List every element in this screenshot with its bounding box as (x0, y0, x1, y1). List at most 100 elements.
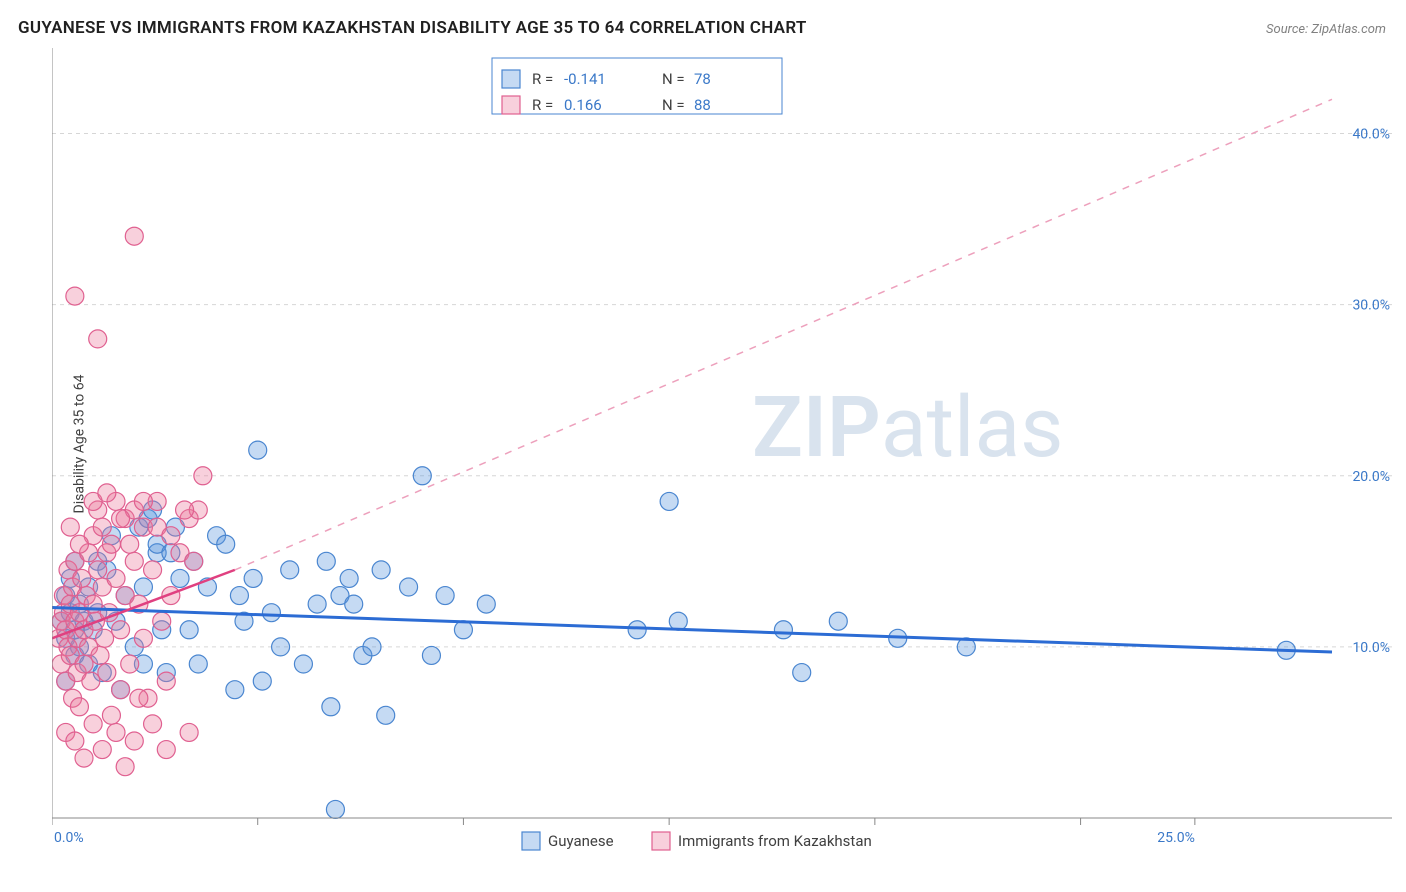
svg-text:N =: N = (662, 70, 685, 88)
data-point (628, 621, 646, 639)
data-point (249, 441, 267, 459)
svg-text:-0.141: -0.141 (564, 70, 606, 88)
data-point (413, 467, 431, 485)
data-point (436, 587, 454, 605)
data-point (272, 638, 290, 656)
data-point (372, 561, 390, 579)
data-point (112, 681, 130, 699)
data-point (669, 612, 687, 630)
data-point (116, 758, 134, 776)
data-point (102, 535, 120, 553)
data-point (189, 655, 207, 673)
data-point (66, 287, 84, 305)
data-point (112, 621, 130, 639)
data-point (70, 698, 88, 716)
data-point (73, 569, 91, 587)
data-point (157, 741, 175, 759)
data-point (281, 561, 299, 579)
data-point (93, 518, 111, 536)
data-point (130, 689, 148, 707)
data-point (89, 330, 107, 348)
data-point (134, 629, 152, 647)
data-point (91, 646, 109, 664)
svg-text:0.0%: 0.0% (54, 830, 84, 846)
legend-swatch (522, 832, 540, 850)
data-point (98, 664, 116, 682)
y-axis-label: Disability Age 35 to 64 (71, 375, 87, 514)
data-point (75, 655, 93, 673)
svg-text:20.0%: 20.0% (1352, 469, 1390, 485)
data-point (180, 621, 198, 639)
svg-text:0.166: 0.166 (564, 96, 602, 114)
legend-label: Guyanese (548, 832, 614, 850)
data-point (89, 561, 107, 579)
data-point (253, 672, 271, 690)
data-point (774, 621, 792, 639)
chart-title: GUYANESE VS IMMIGRANTS FROM KAZAKHSTAN D… (18, 18, 807, 38)
data-point (102, 706, 120, 724)
svg-text:R =: R = (532, 70, 553, 88)
data-point (317, 552, 335, 570)
data-point (322, 698, 340, 716)
data-point (226, 681, 244, 699)
legend-swatch (652, 832, 670, 850)
data-point (340, 569, 358, 587)
data-point (185, 552, 203, 570)
data-point (121, 535, 139, 553)
svg-text:78: 78 (694, 70, 711, 88)
chart-container: Disability Age 35 to 64 ZIPatlas 10.0%20… (52, 48, 1392, 840)
data-point (144, 561, 162, 579)
data-point (157, 672, 175, 690)
data-point (294, 655, 312, 673)
svg-text:25.0%: 25.0% (1157, 830, 1195, 846)
source-attribution: Source: ZipAtlas.com (1266, 22, 1386, 37)
data-point (61, 518, 79, 536)
data-point (75, 749, 93, 767)
svg-text:30.0%: 30.0% (1352, 298, 1390, 314)
data-point (377, 706, 395, 724)
data-point (144, 715, 162, 733)
data-point (82, 672, 100, 690)
svg-text:R =: R = (532, 96, 553, 114)
data-point (244, 569, 262, 587)
data-point (262, 604, 280, 622)
data-point (660, 492, 678, 510)
data-point (180, 723, 198, 741)
scatter-chart: 10.0% 20.0% 30.0% 40.0% 0.0% 25.0% R = -0.141 N… (52, 48, 1392, 870)
data-point (125, 227, 143, 245)
data-point (70, 535, 88, 553)
data-point (96, 629, 114, 647)
data-point (98, 484, 116, 502)
data-point (230, 587, 248, 605)
data-point (112, 510, 130, 528)
svg-text:88: 88 (694, 96, 711, 114)
data-point (308, 595, 326, 613)
legend-label: Immigrants from Kazakhstan (678, 832, 872, 850)
svg-text:40.0%: 40.0% (1352, 127, 1390, 143)
data-point (107, 569, 125, 587)
trendline-kazakhstan-dash (235, 99, 1332, 570)
data-point (84, 715, 102, 733)
data-point (107, 723, 125, 741)
data-point (162, 527, 180, 545)
data-point (194, 467, 212, 485)
data-point (176, 501, 194, 519)
data-point (134, 492, 152, 510)
data-point (345, 595, 363, 613)
data-point (125, 732, 143, 750)
svg-text:N =: N = (662, 96, 685, 114)
data-point (134, 578, 152, 596)
data-point (121, 655, 139, 673)
data-point (793, 664, 811, 682)
data-point (171, 569, 189, 587)
data-point (422, 646, 440, 664)
data-point (477, 595, 495, 613)
data-point (217, 535, 235, 553)
data-point (66, 732, 84, 750)
data-point (326, 800, 344, 818)
data-point (829, 612, 847, 630)
data-point (153, 612, 171, 630)
data-point (93, 741, 111, 759)
data-point (400, 578, 418, 596)
svg-text:10.0%: 10.0% (1352, 640, 1390, 656)
